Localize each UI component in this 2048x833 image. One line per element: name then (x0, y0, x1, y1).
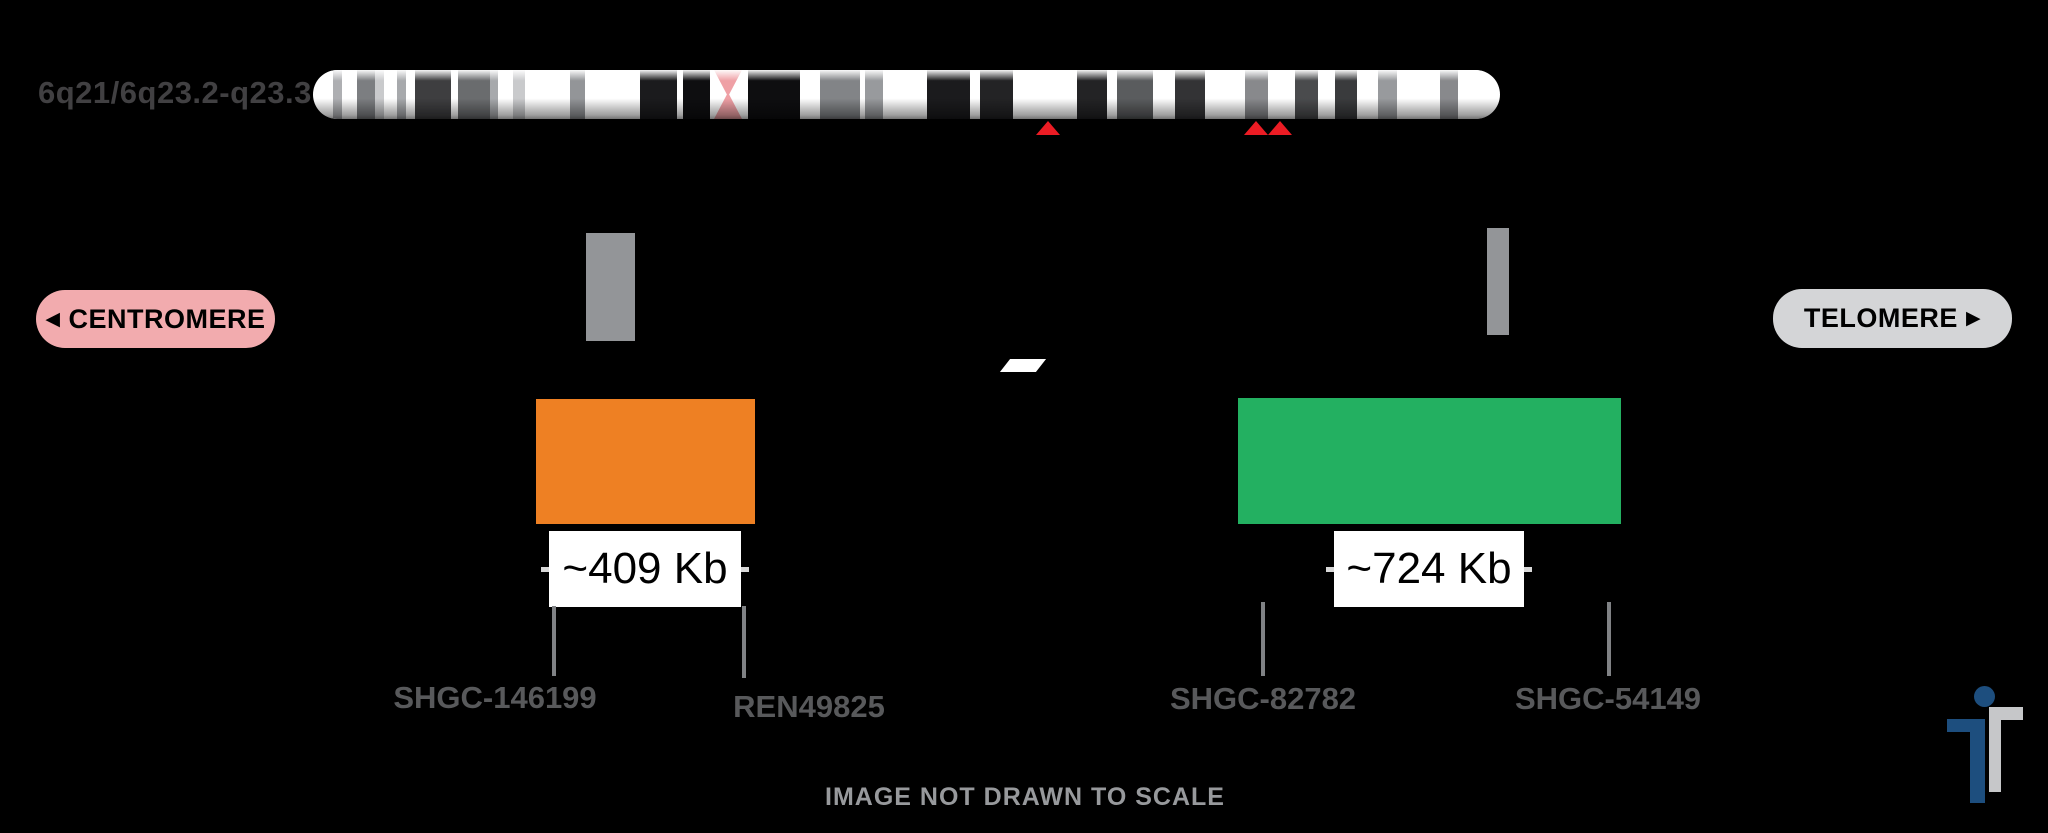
centromere-hourglass-icon (714, 70, 742, 119)
company-logo (1940, 680, 2035, 810)
chromosome-band (927, 70, 970, 119)
chromosome-band (415, 70, 451, 119)
label-stub (1326, 567, 1334, 572)
logo-dot-icon (1974, 686, 1995, 707)
centromere-pill: ◀ CENTROMERE (36, 290, 275, 348)
probe-box-green (1238, 398, 1621, 524)
chromosome-band (513, 70, 525, 119)
chromosome-band (1335, 70, 1357, 119)
chromosome-band (570, 70, 585, 119)
label-stub (741, 567, 749, 572)
chromosome-band (333, 70, 342, 119)
chromosome-band (820, 70, 860, 119)
marker-label: SHGC-146199 (393, 680, 597, 715)
band-container (313, 70, 1500, 119)
leader-line (552, 606, 556, 676)
probe-site-triangle-icon (1244, 121, 1268, 135)
chromosome-band (1440, 70, 1458, 119)
chromosome-band (683, 70, 710, 119)
chromosome-band (1378, 70, 1397, 119)
chromosome-band (397, 70, 406, 119)
label-stub (541, 567, 549, 572)
chromosome-band (1245, 70, 1268, 119)
chromosome-band (1295, 70, 1318, 119)
chromosome-band (640, 70, 677, 119)
chromosome-band (357, 70, 375, 119)
connector-box-2 (1487, 228, 1509, 335)
probe-size-label-orange: ~409 Kb (549, 531, 741, 607)
chromosome-band (1175, 70, 1205, 119)
logo-blue-bar-icon (1970, 719, 1985, 803)
chromosome-band (980, 70, 1013, 119)
right-arrow-icon: ▶ (1965, 308, 1982, 329)
chromosome-band (1117, 70, 1153, 119)
chromosome-band (1077, 70, 1107, 119)
chromosome-band (375, 70, 384, 119)
logo-blue-arm-icon (1947, 719, 1970, 732)
chromosome-band (865, 70, 883, 119)
leader-line (1607, 602, 1611, 676)
scale-disclaimer: IMAGE NOT DRAWN TO SCALE (825, 783, 1225, 811)
marker-label: SHGC-54149 (1514, 681, 1702, 716)
label-stub (1524, 567, 1532, 572)
line-break-icon (999, 359, 1047, 372)
probe-box-orange (536, 399, 755, 524)
logo-gray-bar-icon (1989, 707, 2001, 792)
connector-box-1 (586, 233, 635, 341)
probe-site-triangle-icon (1036, 121, 1060, 135)
leader-line (1261, 602, 1265, 676)
logo-gray-arm-icon (2001, 707, 2023, 720)
chromosome-band (490, 70, 498, 119)
telomere-pill: TELOMERE ▶ (1773, 289, 2012, 348)
region-label: 6q21/6q23.2-q23.3 (38, 75, 312, 110)
probe-size-label-green: ~724 Kb (1334, 531, 1524, 607)
centromere-band (710, 70, 748, 119)
telomere-pill-label: TELOMERE (1803, 303, 1958, 333)
leader-line (742, 606, 746, 678)
marker-label: SHGC-82782 (1169, 681, 1357, 716)
marker-label: REN49825 (733, 689, 885, 724)
left-arrow-icon: ◀ (45, 308, 61, 330)
probe-site-triangle-icon (1268, 121, 1292, 135)
chromosome-ideogram (313, 70, 1500, 119)
centromere-pill-label: CENTROMERE (68, 303, 266, 334)
chromosome-band (748, 70, 800, 119)
chromosome-band (458, 70, 490, 119)
